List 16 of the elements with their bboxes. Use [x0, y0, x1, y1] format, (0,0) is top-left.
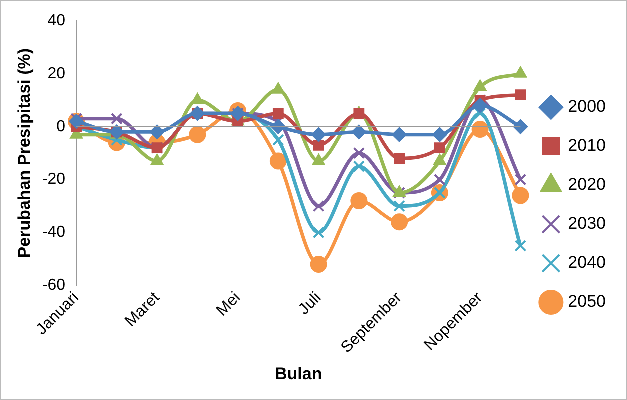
x-tick-label: Mei: [214, 289, 244, 320]
legend-label: 2020: [568, 175, 606, 194]
y-axis-title: Perubahan Presipitasi (%): [14, 48, 34, 258]
y-tick-label: -60: [42, 277, 66, 294]
legend-label: 2040: [568, 253, 606, 272]
legend-label: 2000: [568, 97, 606, 116]
y-tick-label: -20: [42, 171, 66, 188]
legend-label: 2050: [568, 292, 606, 312]
x-axis-title: Bulan: [274, 364, 322, 384]
legend-label: 2010: [568, 136, 606, 156]
y-tick-label: -40: [42, 224, 66, 242]
x-tick-label: Juli: [296, 289, 325, 318]
y-tick-label: 40: [48, 12, 66, 30]
y-tick-label: 20: [48, 65, 66, 82]
y-tick-label: 0: [56, 118, 66, 136]
legend-label: 2030: [568, 214, 606, 234]
